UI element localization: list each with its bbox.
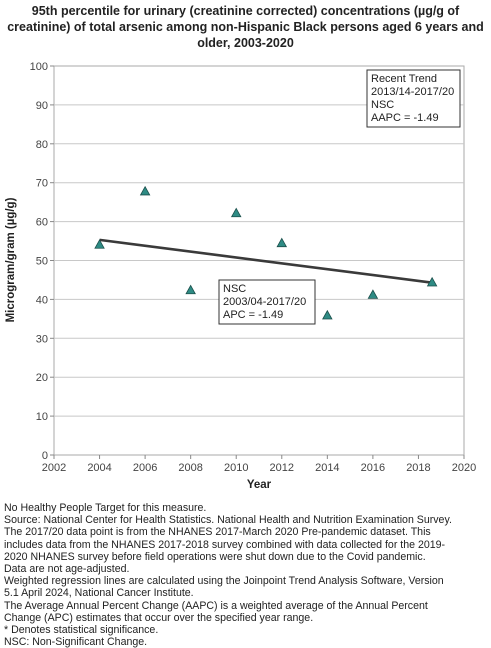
x-tick-label: 2014 bbox=[315, 462, 339, 474]
data-point-triangle bbox=[185, 284, 196, 295]
footnote-line: 5.1 April 2024, National Cancer Institut… bbox=[4, 587, 194, 600]
y-tick-label: 50 bbox=[36, 256, 48, 268]
data-points bbox=[94, 185, 438, 320]
footnote-line: 2020 NHANES survey before field operatio… bbox=[4, 550, 426, 563]
chart-title-line-2: creatinine) of total arsenic among non-H… bbox=[7, 20, 484, 34]
footnote-line: Source: National Center for Health Stati… bbox=[4, 514, 452, 527]
x-tick-label: 2010 bbox=[224, 462, 248, 474]
annotation-recent-line-3: NSC bbox=[371, 99, 394, 111]
y-tick-label: 70 bbox=[36, 178, 48, 190]
x-tick-label: 2018 bbox=[406, 462, 430, 474]
y-axis-title: Microgram/gram (µg/g) bbox=[5, 197, 17, 322]
data-point-triangle bbox=[94, 239, 105, 249]
data-point-triangle bbox=[139, 185, 151, 196]
annotation-overall-line-1: NSC bbox=[223, 283, 246, 295]
annotation-recent-box bbox=[366, 69, 461, 128]
y-tick-label: 0 bbox=[42, 450, 48, 462]
annotation-recent-trend: Recent Trend 2013/14-2017/20 NSC AAPC = … bbox=[366, 69, 461, 128]
y-tick-label: 40 bbox=[36, 294, 48, 306]
annotation-overall-trend: NSC 2003/04-2017/20 APC = -1.49 bbox=[218, 279, 316, 325]
y-tick-label: 20 bbox=[36, 372, 48, 384]
data-point-triangle bbox=[367, 289, 379, 299]
footnotes: No Healthy People Target for this measur… bbox=[4, 502, 488, 648]
footnote-line: * Denotes statistical significance. bbox=[4, 624, 159, 637]
x-tick-label: 2006 bbox=[133, 462, 157, 474]
footnote-line: includes data from the NHANES 2017-2018 … bbox=[4, 538, 446, 551]
x-tick-label: 2002 bbox=[42, 462, 66, 474]
x-tick-label: 2016 bbox=[361, 462, 385, 474]
trend-line-group bbox=[99, 238, 433, 284]
data-point-triangle bbox=[230, 207, 242, 218]
chart-title: 95th percentile for urinary (creatinine … bbox=[0, 3, 491, 51]
y-tick-label: 30 bbox=[36, 333, 48, 345]
y-tick-label: 80 bbox=[36, 139, 48, 151]
trend-line bbox=[99, 238, 433, 284]
y-tick-label: 90 bbox=[36, 100, 48, 112]
chart-title-line-3: older, 2003-2020 bbox=[197, 36, 294, 50]
data-point-triangle bbox=[426, 276, 438, 287]
x-axis-ticks: 2002 2004 2006 2008 2010 2012 2014 2016 2018 2020 bbox=[42, 455, 476, 474]
y-tick-label: 60 bbox=[36, 217, 48, 229]
footnote-line: NSC: Non-Significant Change. bbox=[4, 636, 148, 648]
footnote-line: The Average Annual Percent Change (AAPC)… bbox=[4, 599, 428, 612]
annotation-recent-line-2: 2013/14-2017/20 bbox=[371, 86, 454, 98]
annotation-recent-line-1: Recent Trend bbox=[371, 73, 437, 85]
data-point-triangle bbox=[322, 309, 333, 320]
footnote-line: Data are not age-adjusted. bbox=[4, 563, 130, 576]
footnote-line: The 2017/20 data point is from the NHANE… bbox=[4, 526, 431, 539]
footnote-line: Change (APC) estimates that occur over t… bbox=[4, 611, 314, 624]
annotation-overall-box bbox=[218, 279, 316, 325]
y-tick-label: 10 bbox=[36, 411, 48, 423]
chart-title-line-1: 95th percentile for urinary (creatinine … bbox=[31, 4, 460, 18]
annotation-recent-line-4: AAPC = -1.49 bbox=[371, 112, 439, 124]
x-tick-label: 2004 bbox=[87, 462, 111, 474]
annotation-overall-line-3: APC = -1.49 bbox=[223, 309, 283, 321]
x-tick-label: 2012 bbox=[270, 462, 294, 474]
footnote-line: No Healthy People Target for this measur… bbox=[4, 502, 207, 514]
x-tick-label: 2020 bbox=[452, 462, 476, 474]
footnote-line: Weighted regression lines are calculated… bbox=[4, 575, 444, 588]
annotation-overall-line-2: 2003/04-2017/20 bbox=[223, 296, 306, 308]
x-tick-label: 2008 bbox=[178, 462, 202, 474]
y-tick-label: 100 bbox=[30, 61, 48, 73]
data-point-triangle bbox=[276, 237, 288, 248]
x-axis-title: Year bbox=[247, 479, 272, 491]
y-axis-ticks: 0 10 20 30 40 50 60 70 80 90 100 bbox=[30, 61, 54, 462]
